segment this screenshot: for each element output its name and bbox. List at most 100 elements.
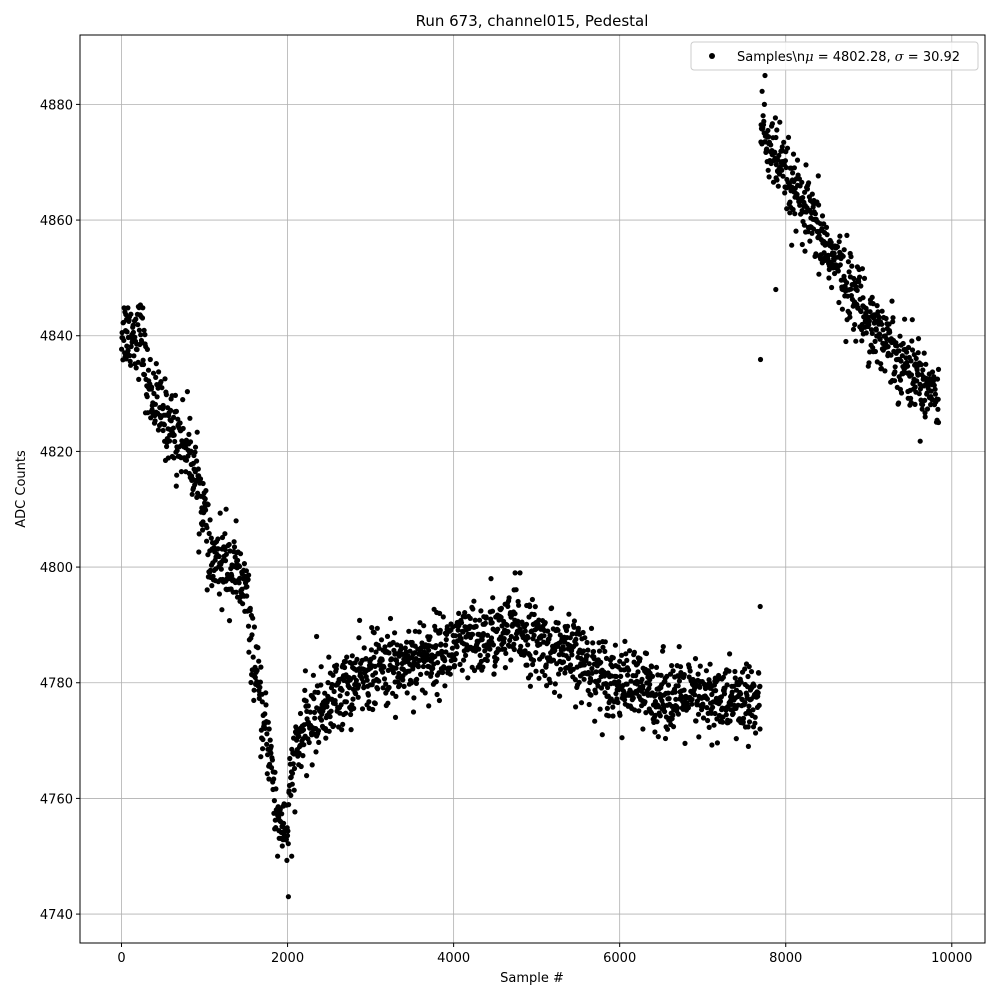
data-point xyxy=(649,673,656,680)
data-point xyxy=(882,368,888,374)
data-point xyxy=(375,686,381,692)
data-point xyxy=(928,388,934,394)
data-point xyxy=(697,663,703,669)
data-point xyxy=(640,683,646,689)
data-point xyxy=(931,374,937,380)
data-point-outlier xyxy=(392,714,399,721)
data-point xyxy=(681,687,687,693)
data-point xyxy=(454,644,460,650)
data-point xyxy=(810,226,817,232)
data-point xyxy=(815,173,821,179)
data-point xyxy=(637,656,643,662)
data-point xyxy=(147,356,153,363)
data-point-outlier xyxy=(426,703,432,709)
data-point xyxy=(746,719,753,725)
data-point xyxy=(846,269,852,275)
data-point xyxy=(523,621,530,627)
data-point xyxy=(875,309,881,315)
data-point xyxy=(194,458,200,464)
data-point xyxy=(549,605,555,611)
data-point xyxy=(430,665,436,672)
data-point xyxy=(183,457,190,463)
data-point xyxy=(777,119,783,125)
data-point xyxy=(783,164,789,171)
data-point xyxy=(285,828,291,834)
y-axis-label: ADC Counts xyxy=(14,450,29,528)
data-point xyxy=(888,352,894,358)
data-point xyxy=(229,573,235,579)
data-point xyxy=(612,642,619,648)
data-point xyxy=(873,327,879,333)
data-point xyxy=(235,557,241,564)
data-point xyxy=(271,776,277,782)
data-point-outlier xyxy=(640,726,646,732)
data-point xyxy=(536,675,542,681)
data-point xyxy=(883,315,889,322)
data-point xyxy=(589,666,595,672)
data-point xyxy=(136,327,142,333)
data-point xyxy=(908,372,915,378)
data-point xyxy=(848,254,854,260)
data-point xyxy=(326,654,332,660)
data-point xyxy=(665,690,671,696)
data-point xyxy=(567,662,574,668)
data-point xyxy=(272,769,278,775)
data-point xyxy=(219,534,226,541)
data-point xyxy=(170,425,176,431)
data-point xyxy=(427,634,433,640)
data-point xyxy=(483,614,489,620)
data-point xyxy=(909,347,916,353)
data-point xyxy=(904,349,910,355)
data-point xyxy=(610,704,616,710)
data-point xyxy=(555,627,561,633)
data-point xyxy=(581,662,588,668)
data-point xyxy=(216,591,222,597)
data-point xyxy=(915,350,921,356)
data-point xyxy=(418,671,424,678)
data-point xyxy=(222,547,228,553)
data-point xyxy=(787,199,793,205)
data-point xyxy=(643,710,649,716)
data-point xyxy=(604,705,611,712)
data-point xyxy=(892,378,898,384)
data-point xyxy=(593,669,599,675)
data-point xyxy=(586,661,592,667)
data-point xyxy=(171,414,177,420)
data-point xyxy=(302,668,308,674)
data-point xyxy=(315,728,322,734)
data-point xyxy=(134,346,140,353)
data-point xyxy=(772,149,778,155)
data-point xyxy=(772,115,779,121)
data-point xyxy=(443,649,449,655)
data-point xyxy=(153,374,159,380)
data-point xyxy=(148,415,154,421)
plot-frame xyxy=(79,34,986,944)
data-point xyxy=(584,639,590,646)
data-point xyxy=(271,798,277,804)
data-point xyxy=(712,710,718,717)
data-point xyxy=(596,677,602,684)
data-point xyxy=(522,628,528,634)
data-point xyxy=(128,362,134,368)
x-tick-label: 2000 xyxy=(271,951,304,966)
data-point xyxy=(630,695,636,701)
data-point xyxy=(487,646,493,652)
data-point xyxy=(281,820,287,826)
data-point xyxy=(826,275,832,281)
data-point xyxy=(666,696,672,702)
data-point xyxy=(757,683,763,689)
y-tick-label: 4820 xyxy=(40,445,73,460)
data-point xyxy=(860,295,866,301)
x-tick-label: 0 xyxy=(117,951,125,966)
data-point xyxy=(779,167,785,173)
data-point xyxy=(386,650,392,656)
data-point xyxy=(746,664,752,670)
data-point xyxy=(327,714,333,720)
data-point xyxy=(231,544,238,550)
data-point xyxy=(780,173,786,179)
data-point xyxy=(866,318,873,324)
data-point xyxy=(789,242,795,248)
data-point xyxy=(924,406,931,412)
data-point xyxy=(764,146,770,152)
data-point xyxy=(222,558,229,564)
